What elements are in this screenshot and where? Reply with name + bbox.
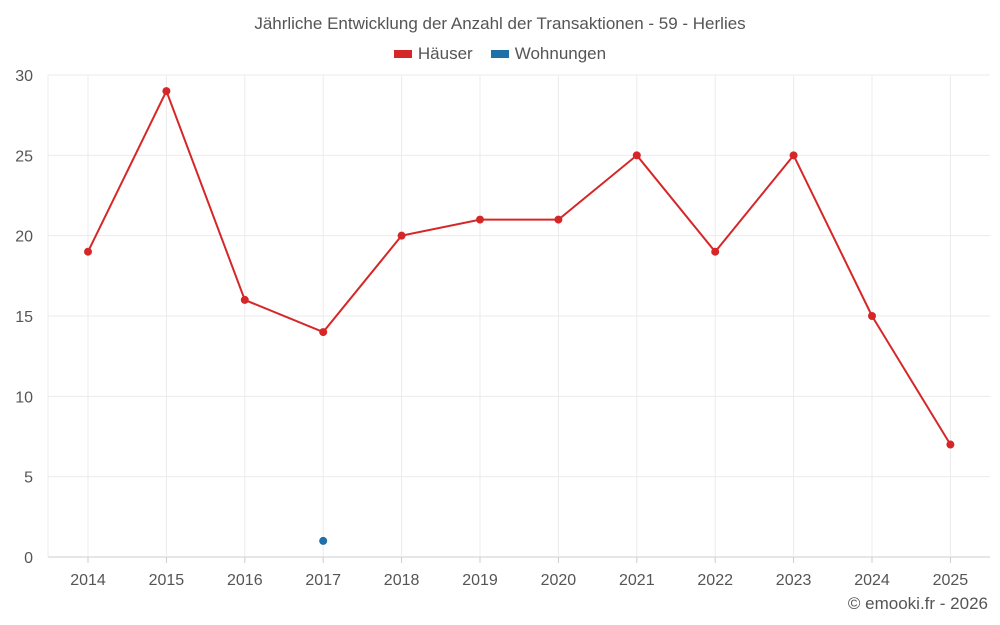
x-tick-label: 2021 [619,572,655,589]
data-point-haeuser [319,328,328,337]
data-point-haeuser [397,231,406,240]
y-tick-label: 20 [15,229,33,246]
legend-item-haeuser[interactable]: Häuser [393,44,473,64]
credit-text: © emooki.fr - 2026 [847,594,988,613]
x-tick-label: 2019 [462,572,498,589]
data-point-haeuser [554,215,563,224]
x-tick-label: 2020 [541,572,577,589]
data-point-haeuser [162,87,171,96]
y-tick-label: 30 [15,68,33,85]
y-axis: 0 5 10 15 20 25 30 [15,68,33,567]
x-tick-label: 2023 [776,572,812,589]
x-tick-label: 2015 [149,572,185,589]
data-point-haeuser [84,247,92,256]
legend: Häuser Wohnungen [0,44,1000,64]
legend-swatch-wohnungen [490,50,509,58]
grid-lines [47,74,990,558]
legend-item-wohnungen[interactable]: Wohnungen [490,44,607,64]
legend-swatch-haeuser [393,50,412,58]
data-point-haeuser [789,151,798,160]
y-tick-label: 25 [15,148,33,165]
data-point-haeuser [868,312,876,320]
y-tick-label: 5 [24,470,33,487]
x-tick-label: 2025 [933,572,969,589]
series-layer [84,87,955,545]
y-tick-label: 15 [15,309,33,326]
x-tick-label: 2017 [305,572,341,589]
data-point-haeuser [632,151,641,160]
series-line-haeuser [87,88,952,446]
x-tick-label: 2024 [854,572,890,589]
data-point-haeuser [476,215,484,224]
legend-label-haeuser: Häuser [417,44,473,63]
x-tick-label: 2014 [70,572,106,589]
x-axis: 2014 2015 2016 2017 2018 2019 2020 2021 2022 2023… [70,557,968,589]
x-tick-label: 2022 [697,572,733,589]
x-tick-label: 2016 [227,572,263,589]
data-point-haeuser [711,247,720,256]
chart-title: Jährliche Entwicklung der Anzahl der Tra… [254,14,746,33]
y-tick-label: 0 [24,550,33,567]
legend-label-wohnungen: Wohnungen [514,44,607,63]
data-point-haeuser [946,440,955,449]
x-tick-label: 2018 [384,572,420,589]
y-tick-label: 10 [15,389,33,406]
data-point-wohnungen [319,536,328,545]
data-point-haeuser [240,295,249,304]
